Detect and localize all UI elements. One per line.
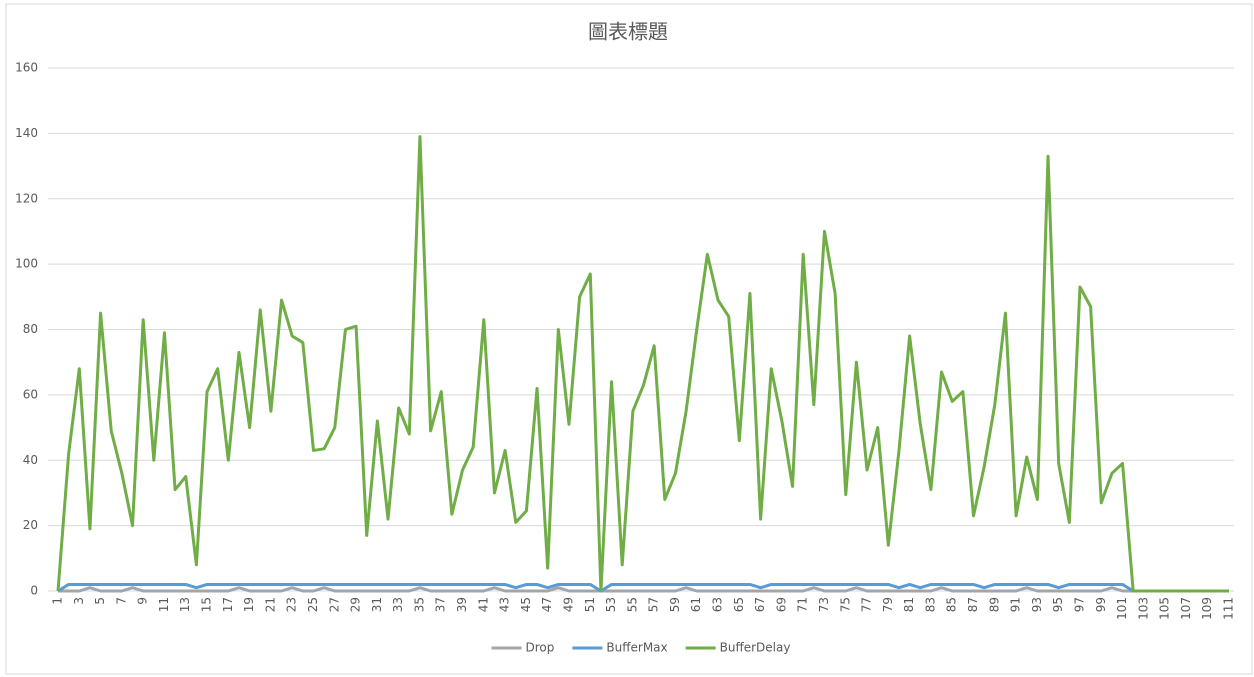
x-tick-label: 87 <box>966 597 980 612</box>
x-tick-label: 109 <box>1200 597 1214 620</box>
y-tick-label: 160 <box>15 61 38 75</box>
x-tick-label: 37 <box>434 597 448 612</box>
x-tick-label: 61 <box>689 597 703 612</box>
x-tick-label: 33 <box>391 597 405 612</box>
x-tick-label: 41 <box>476 597 490 612</box>
y-tick-label: 140 <box>15 126 38 140</box>
x-tick-label: 67 <box>753 597 767 612</box>
x-tick-label: 51 <box>583 597 597 612</box>
series-line <box>57 582 1229 593</box>
x-tick-label: 47 <box>540 597 554 612</box>
x-tick-label: 55 <box>625 597 639 612</box>
y-tick-label: 100 <box>15 257 38 271</box>
x-tick-label: 101 <box>1115 597 1129 620</box>
x-tick-label: 111 <box>1222 597 1236 620</box>
x-tick-label: 49 <box>561 597 575 612</box>
x-tick-label: 93 <box>1030 597 1044 612</box>
x-tick-label: 103 <box>1136 597 1150 620</box>
x-tick-label: 59 <box>668 597 682 612</box>
x-tick-label: 39 <box>455 597 469 612</box>
y-tick-label: 40 <box>23 453 38 467</box>
x-tick-label: 85 <box>945 597 959 612</box>
x-tick-label: 99 <box>1094 597 1108 612</box>
x-tick-label: 77 <box>860 597 874 612</box>
legend: Drop BufferMax BufferDelay <box>491 641 791 655</box>
x-tick-label: 91 <box>1009 597 1023 612</box>
chart-frame <box>5 3 1253 675</box>
x-tick-label: 5 <box>93 597 107 605</box>
series-line <box>58 586 1229 593</box>
x-tick-label: 17 <box>221 597 235 612</box>
x-tick-label: 13 <box>178 597 192 612</box>
x-tick-label: 31 <box>370 597 384 612</box>
x-tick-label: 97 <box>1072 597 1086 612</box>
x-tick-label: 15 <box>200 597 214 612</box>
x-tick-label: 25 <box>306 597 320 612</box>
legend-label: BufferMax <box>606 641 667 655</box>
x-tick-label: 1 <box>51 597 65 605</box>
x-tick-label: 45 <box>519 597 533 612</box>
x-tick-label: 83 <box>923 597 937 612</box>
x-tick-label: 23 <box>285 597 299 612</box>
y-tick-label: 80 <box>23 322 38 336</box>
x-tick-label: 53 <box>604 597 618 612</box>
y-tick-label: 0 <box>30 584 38 598</box>
x-tick-label: 3 <box>72 597 86 605</box>
x-tick-label: 35 <box>412 597 426 612</box>
x-tick-label: 89 <box>987 597 1001 612</box>
x-tick-label: 71 <box>796 597 810 612</box>
legend-label: Drop <box>526 641 555 655</box>
x-tick-label: 19 <box>242 597 256 612</box>
x-tick-label: 9 <box>136 597 150 605</box>
x-tick-label: 75 <box>838 597 852 612</box>
x-tick-label: 81 <box>902 597 916 612</box>
x-tick-label: 43 <box>498 597 512 612</box>
x-tick-label: 7 <box>114 597 128 605</box>
x-tick-label: 63 <box>711 597 725 612</box>
x-tick-label: 27 <box>327 597 341 612</box>
legend-label: BufferDelay <box>720 641 791 655</box>
x-tick-label: 69 <box>774 597 788 612</box>
x-tick-label: 95 <box>1051 597 1065 612</box>
x-tick-label: 79 <box>881 597 895 612</box>
x-tick-label: 105 <box>1158 597 1172 620</box>
x-tick-label: 65 <box>732 597 746 612</box>
series-line <box>56 135 1229 593</box>
y-tick-label: 60 <box>23 387 38 401</box>
x-tick-label: 73 <box>817 597 831 612</box>
x-tick-label: 21 <box>263 597 277 612</box>
y-tick-label: 120 <box>15 191 38 205</box>
x-tick-label: 11 <box>157 597 171 612</box>
x-tick-label: 107 <box>1179 597 1193 620</box>
x-tick-label: 57 <box>647 597 661 612</box>
chart-title: 圖表標題 <box>588 20 668 44</box>
x-tick-label: 29 <box>349 597 363 612</box>
y-tick-label: 20 <box>23 518 38 532</box>
